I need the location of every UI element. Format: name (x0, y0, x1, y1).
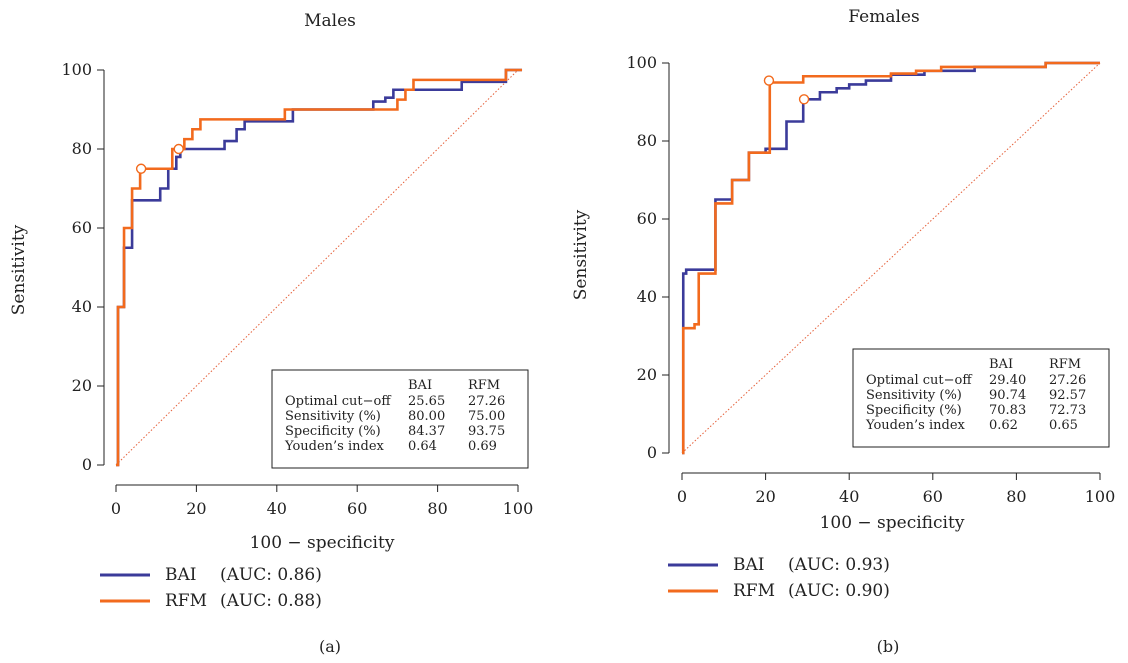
stats-cell: 27.26 (1049, 373, 1086, 388)
y-tick-label: 20 (637, 365, 657, 384)
legend-auc: (AUC: 0.93) (788, 555, 890, 575)
chart-title: Males (304, 11, 356, 31)
x-tick-label: 20 (755, 487, 775, 506)
x-tick-label: 40 (267, 499, 287, 518)
x-tick-label: 100 (503, 499, 534, 518)
x-tick-label: 20 (186, 499, 206, 518)
rfm-optimal-point (135, 163, 147, 174)
bai-optimal-point (173, 143, 184, 155)
x-tick-label: 80 (427, 499, 447, 518)
stats-cell: 0.62 (989, 418, 1018, 433)
stats-cell: 0.69 (468, 439, 497, 454)
panel-caption: (a) (319, 637, 341, 656)
stats-cell: 0.65 (1049, 418, 1078, 433)
legend-label: BAI (733, 555, 765, 575)
stats-cell: 92.57 (1049, 388, 1086, 403)
x-tick-label: 0 (677, 487, 687, 506)
y-tick-label: 80 (637, 131, 657, 150)
stats-cell: 72.73 (1049, 403, 1086, 418)
legend-auc: (AUC: 0.86) (220, 565, 322, 585)
stats-cell: Specificity (%) (285, 424, 381, 439)
legend-label: BAI (165, 565, 197, 585)
y-tick-label: 0 (82, 455, 92, 474)
stats-table-border (271, 369, 529, 469)
x-tick-label: 80 (1006, 487, 1026, 506)
stats-cell: Sensitivity (%) (866, 388, 962, 403)
stats-header: RFM (468, 378, 500, 393)
stats-cell: 29.40 (989, 373, 1026, 388)
stats-table: BAI RFM Optimal cut−off 29.40 27.26 Sensitivi… (852, 348, 1110, 448)
x-axis-title: 100 − specificity (820, 513, 965, 533)
legend: BAI (AUC: 0.86) RFM (AUC: 0.88) (100, 565, 322, 611)
males-panel: Males 0 20 40 60 80 100 Sensitivity 0 20 40 60 80 100… (9, 11, 533, 656)
reference-diagonal (115, 69, 519, 466)
stats-cell: 90.74 (989, 388, 1026, 403)
stats-cell: 0.64 (408, 439, 437, 454)
y-tick-label: 80 (72, 139, 92, 158)
females-panel: Females 0 20 40 60 80 100 Sensitivity 0 20 40 60 80 1… (571, 7, 1115, 656)
stats-cell: Optimal cut−off (866, 373, 973, 388)
y-tick-label: 100 (61, 60, 92, 79)
x-tick-label: 60 (347, 499, 367, 518)
stats-cell: Specificity (%) (866, 403, 962, 418)
stats-cell: Youden’s index (284, 439, 385, 454)
y-axis-title: Sensitivity (9, 224, 29, 315)
legend-label: RFM (165, 591, 207, 611)
y-tick-label: 60 (72, 218, 92, 237)
y-tick-label: 40 (72, 297, 92, 316)
legend-auc: (AUC: 0.88) (220, 591, 322, 611)
legend-label: RFM (733, 581, 775, 601)
legend: BAI (AUC: 0.93) RFM (AUC: 0.90) (668, 555, 890, 601)
stats-cell: Youden’s index (865, 418, 966, 433)
stats-cell: 70.83 (989, 403, 1026, 418)
stats-table: BAI RFM Optimal cut−off 25.65 27.26 Sensitivi… (271, 369, 529, 469)
stats-cell: 80.00 (408, 409, 445, 424)
stats-cell: Sensitivity (%) (285, 409, 381, 424)
stats-table-border (852, 348, 1110, 448)
rfm-roc-curve (681, 61, 1100, 455)
legend-auc: (AUC: 0.90) (788, 581, 890, 601)
stats-cell: 93.75 (468, 424, 505, 439)
bai-optimal-point (798, 94, 810, 105)
stats-cell: 27.26 (468, 394, 505, 409)
rfm-roc-curve (116, 68, 523, 467)
stats-cell: Optimal cut−off (285, 394, 392, 409)
panel-caption: (b) (877, 637, 900, 656)
stats-header: RFM (1049, 357, 1081, 372)
x-axis-title: 100 − specificity (250, 533, 395, 553)
x-tick-label: 60 (923, 487, 943, 506)
y-tick-label: 20 (72, 376, 92, 395)
y-tick-label: 40 (637, 287, 657, 306)
x-tick-label: 0 (111, 499, 121, 518)
reference-diagonal (681, 62, 1101, 454)
stats-header: BAI (989, 357, 1013, 372)
chart-title: Females (848, 7, 919, 27)
y-tick-label: 60 (637, 209, 657, 228)
x-tick-label: 100 (1085, 487, 1116, 506)
y-axis-title: Sensitivity (571, 209, 591, 300)
stats-cell: 25.65 (408, 394, 445, 409)
y-tick-label: 100 (626, 53, 657, 72)
stats-cell: 84.37 (408, 424, 445, 439)
x-tick-label: 40 (839, 487, 859, 506)
stats-header: BAI (408, 378, 432, 393)
stats-cell: 75.00 (468, 409, 505, 424)
y-tick-label: 0 (647, 443, 657, 462)
rfm-optimal-point (763, 75, 775, 86)
